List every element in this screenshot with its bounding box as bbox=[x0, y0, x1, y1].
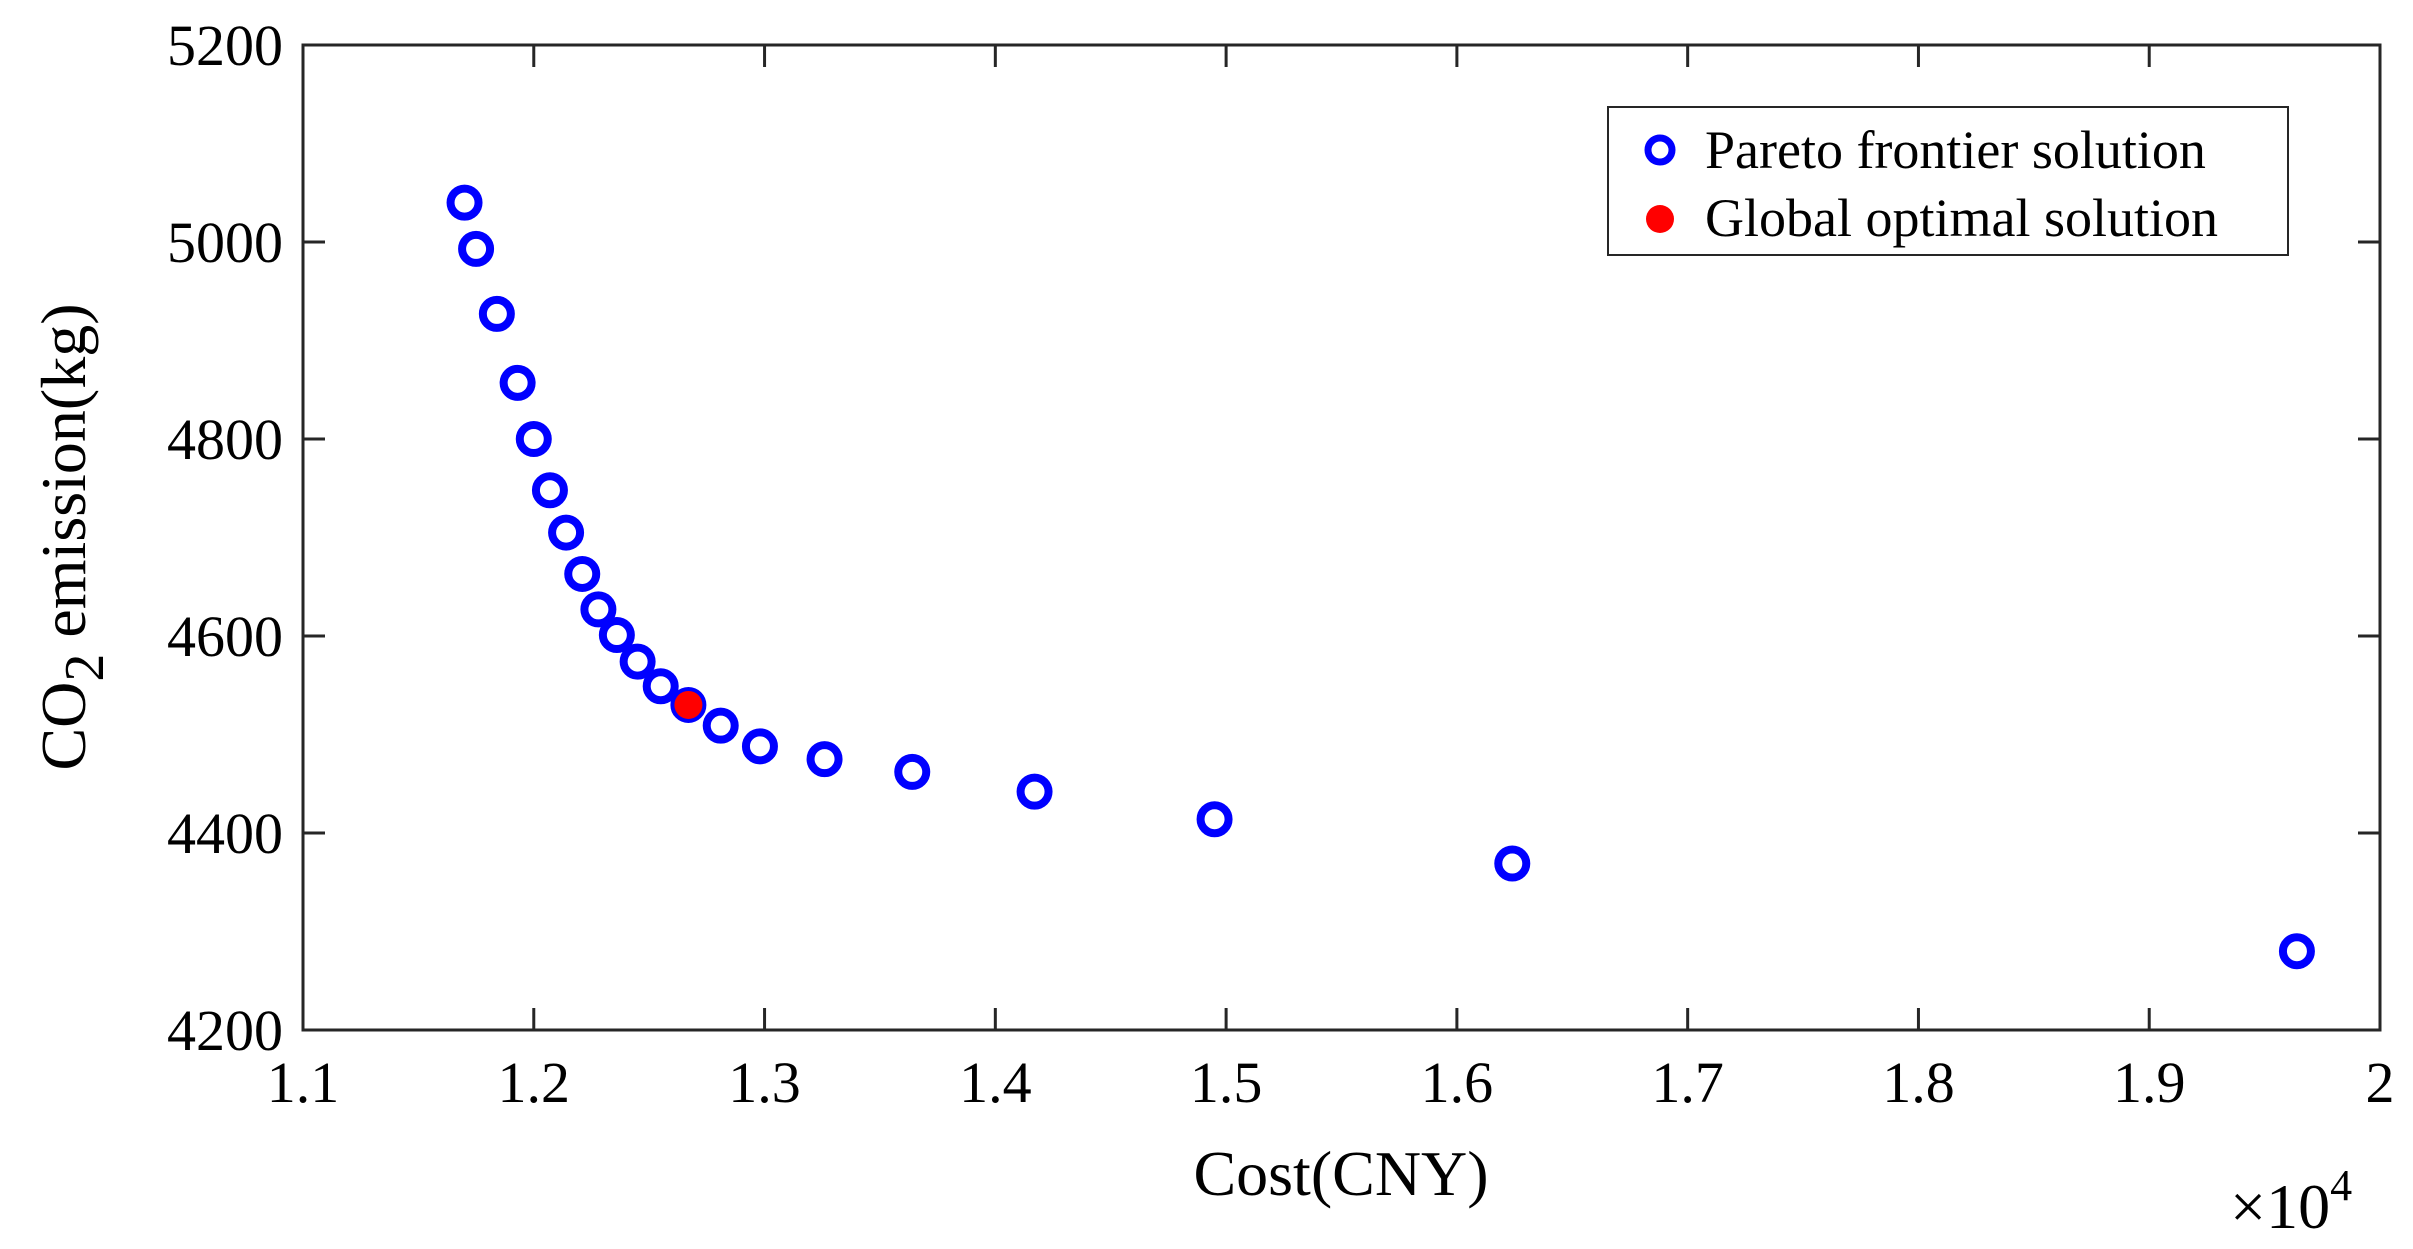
y-tick-label: 4200 bbox=[167, 998, 283, 1063]
pareto-point bbox=[702, 707, 739, 744]
x-axis-label: Cost(CNY) bbox=[1193, 1138, 1488, 1209]
x-tick-label: 1.6 bbox=[1421, 1050, 1494, 1115]
legend: Pareto frontier solution Global optimal … bbox=[1607, 106, 2289, 256]
pareto-point bbox=[446, 184, 483, 221]
pareto-point bbox=[1016, 773, 1053, 810]
pareto-point bbox=[2278, 933, 2315, 970]
x-tick-label: 2 bbox=[2366, 1050, 2395, 1115]
pareto-point bbox=[478, 295, 515, 332]
legend-optimal-marker bbox=[1646, 205, 1674, 233]
y-tick-label: 4800 bbox=[167, 407, 283, 472]
pareto-point bbox=[1196, 801, 1233, 838]
pareto-point bbox=[499, 364, 536, 401]
pareto-point bbox=[741, 728, 778, 765]
legend-pareto-marker bbox=[1644, 134, 1676, 166]
pareto-point bbox=[564, 555, 601, 592]
x-tick-label: 1.5 bbox=[1190, 1050, 1263, 1115]
x-tick-label: 1.3 bbox=[728, 1050, 801, 1115]
pareto-point bbox=[598, 617, 635, 654]
y-tick-label: 4600 bbox=[167, 604, 283, 669]
x-tick-label: 1.2 bbox=[498, 1050, 571, 1115]
y-tick-label: 5200 bbox=[167, 13, 283, 78]
legend-pareto-label: Pareto frontier solution bbox=[1705, 120, 2206, 180]
pareto-point bbox=[515, 421, 552, 457]
pareto-point bbox=[894, 753, 931, 790]
x-axis-multiplier: ×104 bbox=[2230, 1161, 2352, 1242]
pareto-point bbox=[548, 514, 585, 551]
x-tick-label: 1.1 bbox=[267, 1050, 340, 1115]
x-tick-label: 1.7 bbox=[1651, 1050, 1724, 1115]
y-tick-label: 4400 bbox=[167, 801, 283, 866]
x-tick-label: 1.9 bbox=[2113, 1050, 2186, 1115]
legend-optimal-label: Global optimal solution bbox=[1705, 188, 2218, 248]
pareto-point bbox=[1494, 845, 1531, 882]
y-axis-label: CO2 emission(kg) bbox=[28, 303, 116, 770]
x-tick-label: 1.4 bbox=[959, 1050, 1032, 1115]
legend-box bbox=[1607, 106, 2289, 256]
y-tick-label: 5000 bbox=[167, 210, 283, 275]
pareto-point bbox=[531, 472, 568, 509]
pareto-point bbox=[806, 741, 843, 778]
pareto-point bbox=[642, 668, 679, 705]
pareto-point bbox=[580, 591, 617, 628]
x-tick-label: 1.8 bbox=[1882, 1050, 1955, 1115]
pareto-point bbox=[619, 643, 656, 680]
global-optimal-point bbox=[674, 690, 703, 719]
pareto-point bbox=[458, 230, 495, 267]
